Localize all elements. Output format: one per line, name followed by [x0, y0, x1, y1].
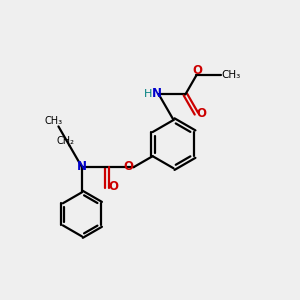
- Text: N: N: [152, 87, 161, 101]
- Text: O: O: [123, 160, 133, 173]
- Text: H: H: [144, 89, 153, 99]
- Text: CH₂: CH₂: [57, 136, 75, 146]
- Text: O: O: [192, 64, 202, 76]
- Text: N: N: [76, 160, 86, 173]
- Text: CH₃: CH₃: [221, 70, 241, 80]
- Text: O: O: [109, 180, 118, 193]
- Text: CH₃: CH₃: [44, 116, 62, 126]
- Text: O: O: [197, 107, 207, 120]
